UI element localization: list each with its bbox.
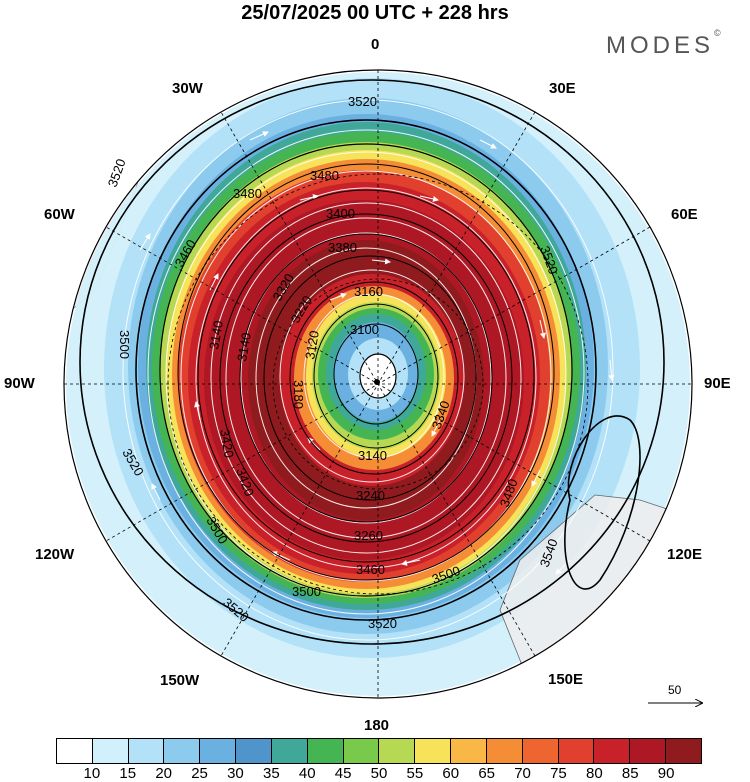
lon-label-60w: 60W	[44, 206, 75, 223]
colorbar-segment	[57, 739, 93, 763]
contour-label: 3480	[310, 168, 339, 183]
lon-label-90w: 90W	[4, 375, 35, 392]
lon-label-30e: 30E	[549, 80, 576, 97]
lon-label-0: 0	[371, 36, 380, 53]
colorbar-tick-label: 20	[155, 765, 172, 782]
contour-label-3520-south: 3520	[368, 616, 397, 631]
colorbar-segment	[92, 739, 129, 763]
geopotential-contours	[79, 79, 665, 645]
colorbar-segment	[164, 739, 201, 763]
colorbar-segment	[451, 739, 487, 763]
contour-label: 3180	[291, 380, 306, 409]
colorbar-segment	[236, 739, 272, 763]
colorbar-tick-label: 80	[585, 765, 603, 782]
contour-label: 3460	[356, 562, 385, 577]
contour-label: 3140	[358, 448, 387, 463]
contour-labels: 3520 3520 3520 3520 3520 3480 3480 3460 …	[105, 94, 561, 631]
colorbar-tick-label: 75	[550, 765, 567, 782]
colorbar-tick-label: 15	[119, 765, 137, 782]
lon-label-180: 180	[364, 717, 390, 734]
colorbar-segment	[379, 739, 416, 763]
brand-name: MODES	[606, 32, 715, 59]
wind-scale-arrow	[648, 696, 706, 710]
map-boundary	[63, 69, 693, 699]
colorbar-segment	[522, 739, 559, 763]
colorbar-tick-label: 45	[334, 765, 352, 782]
colorbar-segment	[307, 739, 344, 763]
colorbar-segment	[486, 739, 523, 763]
contour-label: 3140	[234, 331, 254, 362]
contour-label: 3480	[233, 186, 262, 201]
colorbar-tick-label: 10	[83, 765, 101, 782]
colorbar-tick-label: 55	[406, 765, 424, 782]
colorbar	[56, 738, 702, 764]
contour-label: 3420	[217, 428, 237, 459]
contour-label: 3520	[348, 94, 377, 109]
colorbar-tick-label: 30	[227, 765, 244, 782]
wind-streamlines	[122, 99, 614, 641]
colorbar-segment	[128, 739, 165, 763]
wind-scale-label: 50	[668, 683, 682, 697]
colorbar-tick-label: 65	[478, 765, 495, 782]
colorbar-segment	[630, 739, 667, 763]
colorbar-segment	[558, 739, 595, 763]
colorbar-segment	[343, 739, 380, 763]
contour-label: 3160	[354, 284, 383, 299]
lon-label-90e: 90E	[704, 375, 731, 392]
colorbar-tick-label: 60	[442, 765, 460, 782]
copyright-mark: ©	[714, 28, 721, 38]
colorbar-tick-label: 50	[370, 765, 388, 782]
contour-label: 3500	[117, 330, 132, 359]
colorbar-tick-label: 35	[262, 765, 280, 782]
contour-label: 3100	[350, 322, 379, 337]
colorbar-segment	[271, 739, 308, 763]
contour-label: 3520	[105, 157, 129, 189]
contour-label: 3240	[356, 488, 385, 503]
colorbar-segment	[200, 739, 237, 763]
lon-label-120w: 120W	[35, 546, 75, 563]
lon-label-150w: 150W	[160, 672, 200, 689]
contour-label: 3500	[292, 584, 321, 599]
lon-label-120e: 120E	[667, 546, 703, 563]
lon-label-150e: 150E	[548, 671, 584, 688]
lon-label-60e: 60E	[671, 206, 698, 223]
chart-title: 25/07/2025 00 UTC + 228 hrs	[241, 2, 509, 24]
colorbar-tick-label: 70	[514, 765, 531, 782]
contour-label: 3380	[328, 240, 357, 255]
graticule	[64, 70, 692, 698]
contour-label: 3260	[354, 528, 383, 543]
modes-logo: MODES©	[606, 28, 721, 60]
contour-label: 3140	[206, 319, 226, 350]
colorbar-tick-label: 25	[191, 765, 208, 782]
colorbar-segment	[415, 739, 452, 763]
contour-label: 3120	[302, 329, 322, 360]
colorbar-segment	[594, 739, 631, 763]
contour-label: 3400	[326, 206, 355, 221]
colorbar-tick-label: 40	[298, 765, 316, 782]
colorbar-tick-label: 90	[657, 765, 675, 782]
colorbar-segment	[666, 739, 701, 763]
colorbar-tick-label: 85	[621, 765, 639, 782]
lon-label-30w: 30W	[172, 80, 203, 97]
